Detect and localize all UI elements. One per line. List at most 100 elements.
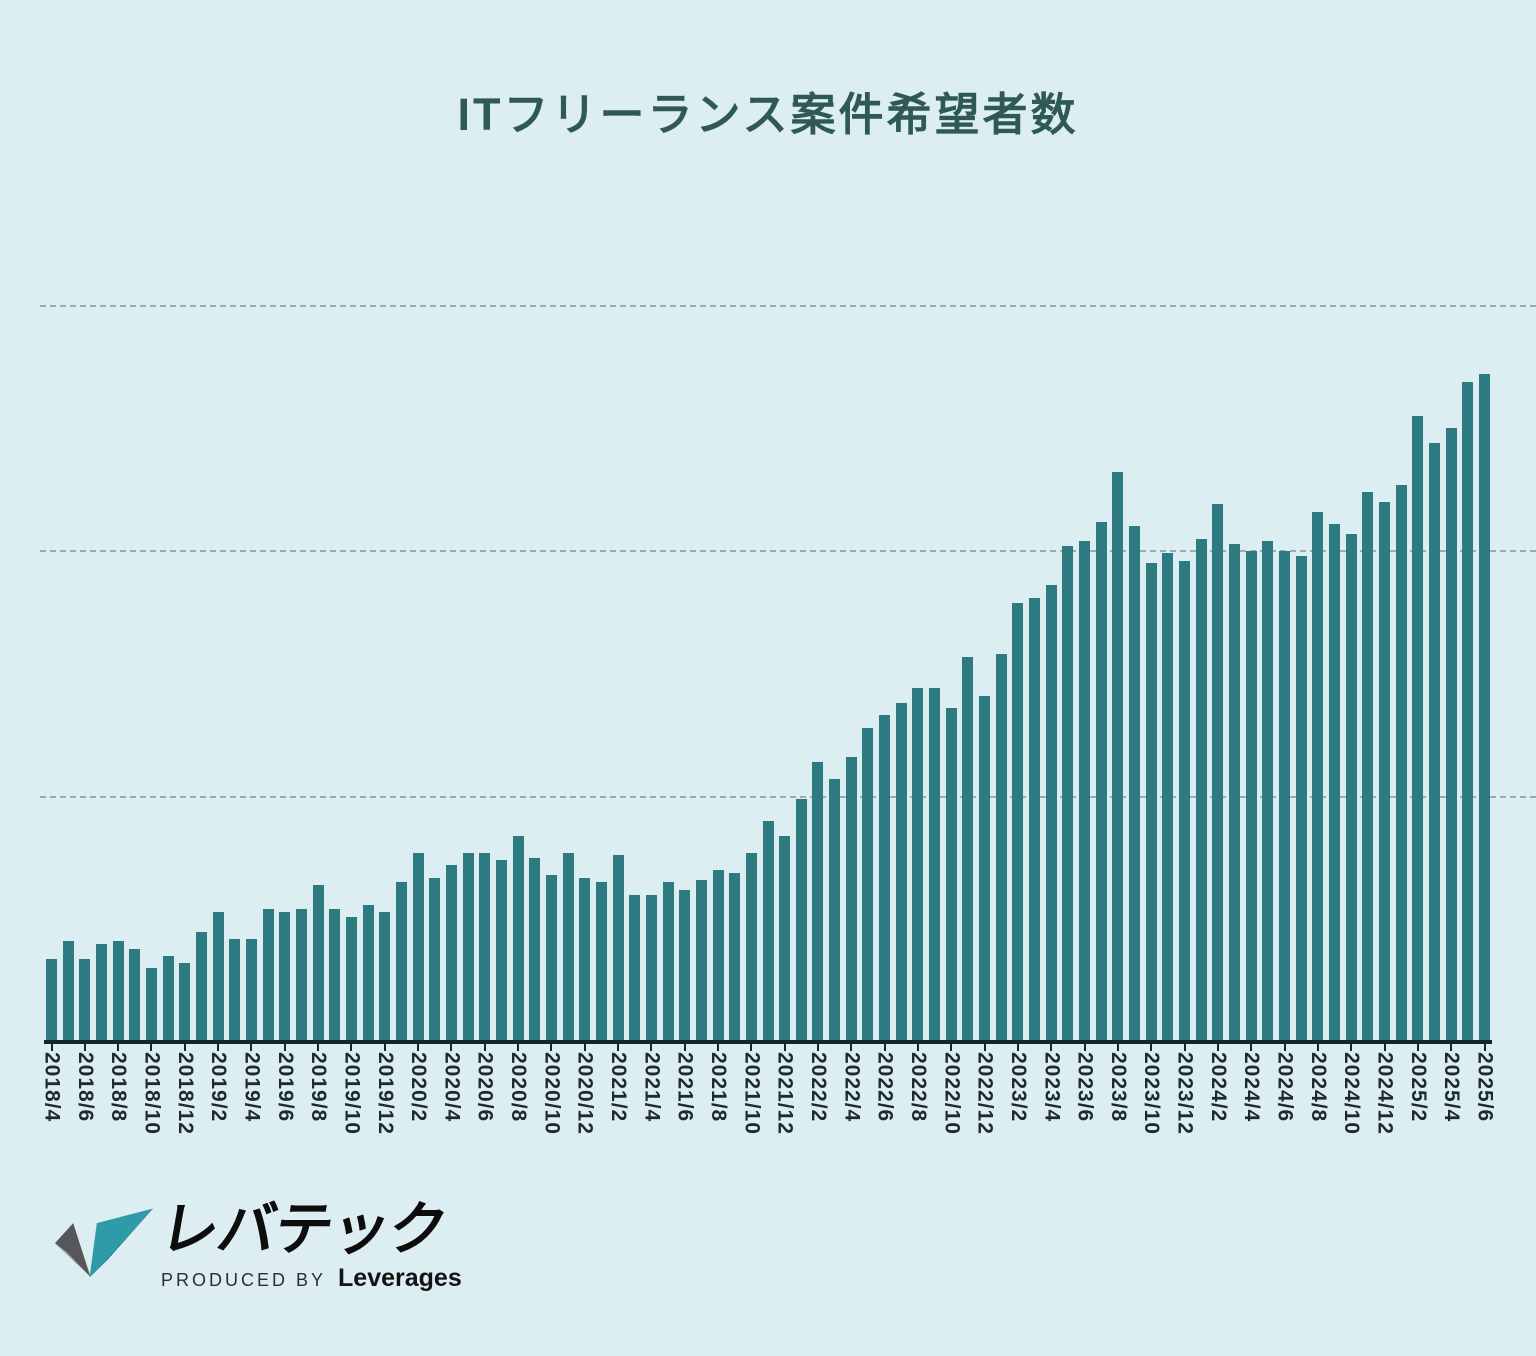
bar-2020/10	[545, 875, 557, 1042]
bar-2019/2	[212, 912, 224, 1042]
bar-2024/8	[1312, 512, 1324, 1042]
bar-2020/12	[579, 878, 591, 1042]
bar-2022/4	[845, 757, 857, 1042]
x-tick-label: 2019/10	[340, 1052, 364, 1135]
bar-2022/5	[862, 728, 874, 1042]
bar-2024/7	[1295, 556, 1307, 1042]
bar-2023/3	[1029, 598, 1041, 1042]
x-tick-label: 2025/6	[1473, 1052, 1497, 1123]
x-tick-label: 2024/4	[1240, 1052, 1264, 1123]
x-tick	[750, 1044, 753, 1051]
bar-2022/10	[945, 708, 957, 1042]
x-tick-label: 2022/6	[873, 1052, 897, 1123]
bar-2018/4	[46, 959, 57, 1042]
x-tick	[1350, 1044, 1353, 1051]
x-tick-label: 2022/8	[906, 1052, 930, 1123]
gridline	[40, 795, 1536, 798]
x-tick-label: 2024/2	[1206, 1052, 1230, 1123]
x-tick	[1283, 1044, 1286, 1051]
x-tick	[117, 1044, 120, 1051]
bar-2019/7	[295, 909, 307, 1042]
x-tick-label: 2018/12	[173, 1052, 197, 1135]
x-tick-label: 2018/10	[140, 1052, 164, 1135]
bar-2024/9	[1329, 524, 1341, 1042]
x-tick	[816, 1044, 819, 1051]
x-tick-label: 2021/4	[640, 1052, 664, 1123]
bar-2021/12	[779, 836, 791, 1042]
x-tick-label: 2024/12	[1373, 1052, 1397, 1135]
bar-2019/4	[245, 939, 257, 1042]
x-tick-label: 2024/8	[1306, 1052, 1330, 1123]
x-tick	[1316, 1044, 1319, 1051]
x-tick	[783, 1044, 786, 1051]
levtech-checkmark-logo-icon	[55, 1208, 154, 1278]
bar-2024/1	[1195, 539, 1207, 1042]
x-tick-label: 2024/10	[1340, 1052, 1364, 1135]
bar-2020/3	[429, 878, 441, 1042]
x-tick	[1450, 1044, 1453, 1051]
bar-2023/9	[1129, 526, 1141, 1042]
x-tick	[1250, 1044, 1253, 1051]
x-tick	[550, 1044, 553, 1051]
bar-2022/2	[812, 762, 824, 1042]
x-tick-label: 2021/10	[740, 1052, 764, 1135]
bar-2018/7	[95, 944, 107, 1042]
bar-2020/8	[512, 836, 524, 1042]
x-tick-label: 2019/12	[373, 1052, 397, 1135]
x-tick	[717, 1044, 719, 1051]
x-tick	[350, 1044, 353, 1051]
x-tick	[483, 1044, 486, 1051]
x-tick	[317, 1044, 320, 1051]
bar-2019/3	[229, 939, 241, 1042]
x-tick	[250, 1044, 253, 1051]
x-tick-label: 2020/2	[407, 1052, 431, 1123]
bar-2021/4	[645, 895, 657, 1042]
chart-title: ITフリーランス案件希望者数	[457, 89, 1079, 140]
x-axis-labels: 2018/4 2018/6 2018/8 2018/10 2018/12 2019/2 20…	[41, 1052, 1497, 1172]
bar-2019/5	[262, 909, 274, 1042]
bar-2025/5	[1462, 382, 1474, 1042]
bar-2023/10	[1145, 563, 1157, 1042]
bar-2021/6	[679, 890, 691, 1042]
x-tick-label: 2023/6	[1073, 1052, 1097, 1123]
x-tick	[1383, 1044, 1386, 1051]
x-tick-label: 2020/4	[440, 1052, 464, 1123]
x-tick	[650, 1044, 653, 1051]
x-tick	[1416, 1044, 1419, 1051]
bar-2025/1	[1395, 485, 1407, 1042]
bar-2020/1	[395, 882, 407, 1042]
logo-tagline-brand: Leverages	[338, 1263, 462, 1292]
bar-2023/5	[1062, 546, 1074, 1042]
x-tick-label: 2021/6	[673, 1052, 697, 1123]
x-tick-label: 2023/8	[1106, 1052, 1130, 1123]
bar-2021/9	[729, 873, 741, 1042]
bar-2024/4	[1245, 551, 1257, 1042]
x-tick-label: 2019/2	[207, 1052, 231, 1123]
bar-2023/12	[1179, 561, 1191, 1042]
bar-2021/2	[612, 855, 624, 1042]
x-tick-label: 2020/12	[573, 1052, 597, 1135]
x-tick	[83, 1044, 86, 1051]
bar-2021/8	[712, 870, 724, 1042]
bar-2023/4	[1045, 585, 1057, 1042]
x-tick-label: 2020/6	[473, 1052, 497, 1123]
x-tick	[1150, 1044, 1153, 1051]
x-tick	[850, 1044, 853, 1051]
bar-2022/7	[895, 703, 907, 1042]
x-tick	[583, 1044, 586, 1051]
x-axis-line	[44, 1040, 1492, 1044]
bar-2025/4	[1445, 428, 1457, 1042]
bar-2024/6	[1279, 551, 1291, 1042]
bar-2023/7	[1095, 522, 1107, 1042]
x-tick-label: 2019/6	[273, 1052, 297, 1123]
x-tick-label: 2025/2	[1406, 1052, 1430, 1123]
bar-2020/5	[462, 853, 474, 1042]
x-tick	[683, 1044, 686, 1051]
bar-2023/8	[1112, 472, 1124, 1042]
logo-tagline-prefix: PRODUCED BY	[161, 1269, 327, 1290]
logo-tagline: PRODUCED BY Leverages	[161, 1264, 466, 1293]
x-tick-label: 2023/10	[1140, 1052, 1164, 1135]
x-tick	[1116, 1044, 1119, 1051]
x-tick	[417, 1044, 420, 1051]
bar-2024/3	[1229, 544, 1241, 1042]
